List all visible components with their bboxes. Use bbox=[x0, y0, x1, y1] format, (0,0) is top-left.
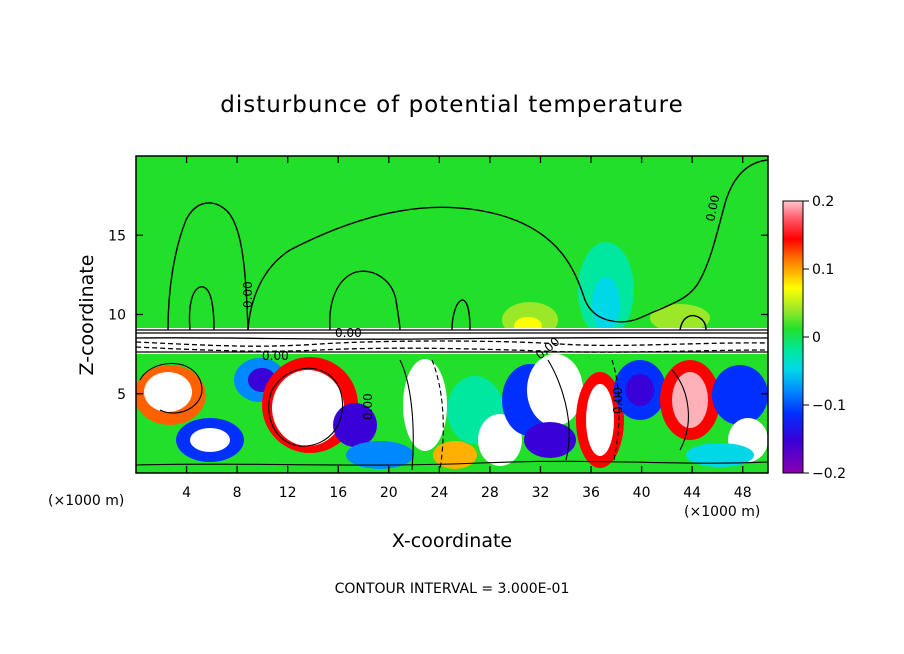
y-tick-label: 10 bbox=[108, 308, 126, 324]
x-tick-label: 40 bbox=[633, 485, 651, 501]
x-tick-label: 16 bbox=[329, 485, 347, 501]
cool-anomaly-upper-core bbox=[592, 277, 620, 333]
x-axis-ticks: 4 8 12 16 20 24 28 32 36 40 44 48 bbox=[182, 156, 752, 501]
y-axis-label: Z-coordinate bbox=[76, 255, 98, 376]
colorbar-ticks: 0.2 0.1 0 −0.1 −0.2 bbox=[803, 194, 846, 482]
x-tick-label: 20 bbox=[380, 485, 398, 501]
colorbar-tick-label: −0.1 bbox=[812, 398, 846, 414]
x-tick-label: 44 bbox=[683, 485, 701, 501]
contour-label: 0.00 bbox=[241, 281, 255, 308]
x-unit-left: (×1000 m) bbox=[48, 493, 124, 509]
x-tick-label: 48 bbox=[734, 485, 752, 501]
x-tick-label: 32 bbox=[532, 485, 550, 501]
contour-label: 0.00 bbox=[361, 393, 375, 420]
x-tick-label: 36 bbox=[582, 485, 600, 501]
colorbar-tick-label: −0.2 bbox=[812, 466, 846, 482]
x-axis-label: X-coordinate bbox=[392, 530, 512, 552]
x-tick-label: 12 bbox=[279, 485, 297, 501]
colorbar-tick-label: 0.2 bbox=[812, 194, 834, 210]
y-axis-ticks: 5 10 15 bbox=[108, 228, 768, 403]
chart-title: disturbunce of potential temperature bbox=[220, 92, 684, 118]
y-tick-label: 15 bbox=[108, 228, 126, 244]
colorbar bbox=[782, 200, 804, 474]
contour-label: 0.00 bbox=[262, 349, 289, 363]
x-tick-label: 24 bbox=[430, 485, 448, 501]
zero-contours bbox=[167, 159, 768, 331]
lower-eddies bbox=[136, 354, 768, 469]
contour-label: 0.00 bbox=[335, 326, 362, 340]
plot-area bbox=[136, 156, 768, 473]
colorbar-tick-label: 0 bbox=[812, 330, 821, 346]
contour-label: 0.00 bbox=[611, 387, 625, 414]
y-tick-label: 5 bbox=[117, 387, 126, 403]
colorbar-tick-label: 0.1 bbox=[812, 262, 834, 278]
x-tick-label: 4 bbox=[182, 485, 191, 501]
lower-contours bbox=[136, 359, 768, 471]
weak-anomaly-upper bbox=[650, 304, 710, 332]
x-unit-right: (×1000 m) bbox=[684, 504, 760, 520]
contour-label: 0.00 bbox=[703, 194, 722, 223]
contour-interval: CONTOUR INTERVAL = 3.000E-01 bbox=[335, 581, 570, 597]
x-tick-label: 28 bbox=[481, 485, 499, 501]
x-tick-label: 8 bbox=[233, 485, 242, 501]
